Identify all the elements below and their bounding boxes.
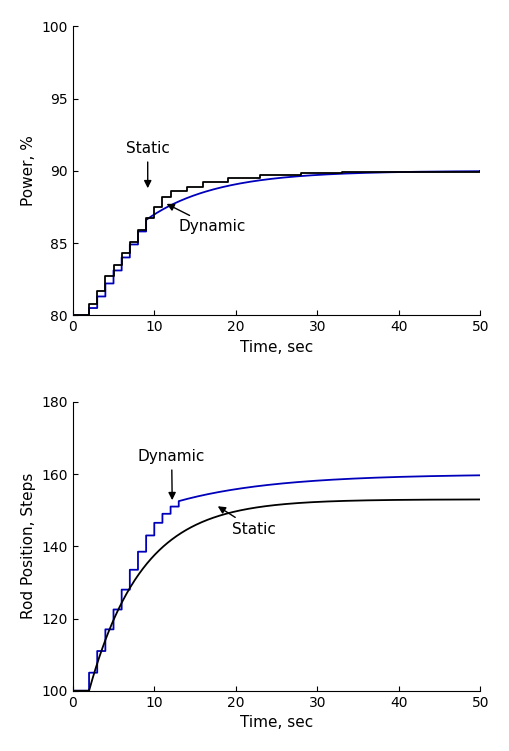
- X-axis label: Time, sec: Time, sec: [240, 715, 313, 730]
- Text: Static: Static: [126, 141, 169, 187]
- Text: Dynamic: Dynamic: [167, 204, 246, 234]
- Text: Dynamic: Dynamic: [138, 449, 205, 499]
- Y-axis label: Power, %: Power, %: [21, 135, 36, 207]
- Y-axis label: Rod Position, Steps: Rod Position, Steps: [21, 473, 36, 620]
- Text: Static: Static: [219, 507, 275, 537]
- X-axis label: Time, sec: Time, sec: [240, 339, 313, 354]
